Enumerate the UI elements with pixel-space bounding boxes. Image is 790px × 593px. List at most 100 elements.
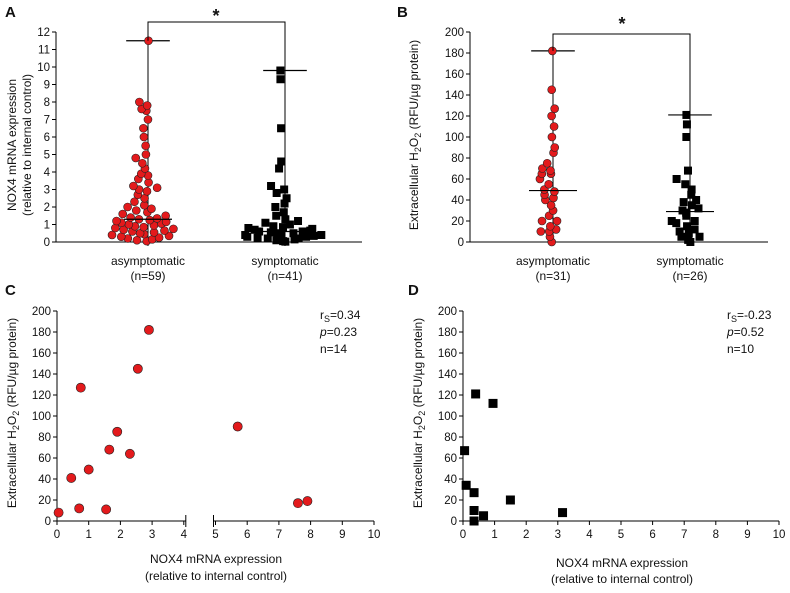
panel-b-y-tick-label: 40: [451, 195, 464, 207]
panel-a-data-point: [278, 223, 287, 232]
panel-c-x-tick-label: 2: [117, 529, 123, 541]
panel-d-y-tick-label: 60: [444, 453, 457, 465]
panel-c-xlabel-1: NOX4 mRNA expression: [150, 552, 282, 566]
panel-b-data-point: [547, 132, 557, 142]
panel-a-data-point: [143, 115, 153, 124]
panel-c-x-tick-label: 5: [212, 529, 218, 541]
panel-c-data-point: [293, 498, 303, 509]
panel-a-data-point: [147, 204, 156, 214]
panel-b-ylabel: Extracellular H2O2 (RFU/µg protein): [407, 40, 423, 230]
panel-a-data-point: [118, 209, 128, 219]
panel-a-data-point: [131, 153, 141, 163]
panel-c-stat-n: n=14: [320, 342, 347, 356]
panel-a-data-point: [152, 214, 162, 223]
panel-c-y-tick-label: 0: [45, 516, 51, 528]
panel-a-data-point: [272, 211, 281, 220]
panel-b-data-point: [681, 180, 690, 189]
panel-c-data-point: [75, 382, 86, 393]
panel-c-x-tick-label: 10: [368, 529, 381, 541]
panel-a-group-n-2: (n=41): [267, 269, 302, 283]
panel-b-data-point: [548, 46, 557, 56]
panel-b-data-point: [679, 198, 688, 207]
panel-label-a: A: [5, 4, 16, 21]
panel-b-data-point: [552, 216, 562, 226]
panel-d-x-tick-label: 10: [773, 529, 786, 541]
panel-b-data-point: [690, 225, 699, 234]
panel-b-data-point: [547, 111, 556, 121]
panel-b-data-point: [683, 166, 692, 175]
panel-b-data-point: [684, 235, 693, 244]
panel-a-data-point: [267, 182, 276, 190]
panel-d-xlabel-2: (relative to internal control): [551, 572, 693, 586]
panel-c-data-point: [101, 504, 112, 515]
panel-c-y-tick-label: 100: [32, 411, 51, 423]
panel-a-data-point: [126, 213, 135, 222]
panel-c-data-point: [144, 324, 154, 335]
panel-a-data-point: [275, 164, 284, 173]
panel-b-y-tick-label: 180: [445, 48, 464, 60]
panel-a-y-tick-label: 3: [44, 185, 50, 197]
panel-d-x-tick-label: 8: [713, 529, 719, 541]
panel-b-data-point: [547, 85, 557, 95]
panel-a-data-point: [131, 206, 141, 215]
panel-c-data-point: [232, 421, 243, 432]
panel-b-data-point: [537, 216, 547, 226]
panel-b-y-tick-label: 120: [445, 111, 464, 123]
panel-d-x-tick-label: 0: [460, 529, 466, 541]
panel-b-data-point: [687, 190, 696, 199]
panel-a-y-tick-label: 9: [44, 80, 50, 92]
panel-b-y-tick-label: 140: [445, 90, 464, 102]
panel-d-data-point: [461, 480, 471, 490]
panel-a-data-point: [309, 231, 318, 240]
panel-c-x-tick-label: 9: [339, 529, 345, 541]
panel-d-xlabel-1: NOX4 mRNA expression: [556, 556, 688, 570]
panel-a-y-tick-label: 4: [44, 167, 51, 179]
panel-b-data-point: [550, 143, 560, 152]
panel-d-data-point: [558, 508, 568, 518]
panel-a-data-point: [279, 237, 288, 246]
panel-c-x-tick-label: 4: [181, 529, 188, 541]
panel-c-y-tick-label: 20: [38, 495, 51, 507]
panel-a-data-point: [129, 181, 138, 191]
panel-a-data-point: [279, 208, 288, 217]
panel-b-data-point: [550, 187, 559, 196]
panel-b-data-point: [549, 122, 559, 131]
panel-a-data-point: [317, 231, 326, 239]
panel-a-data-point: [141, 150, 151, 159]
panel-a-significance-bracket: [147, 21, 286, 71]
panel-a-data-point: [290, 235, 299, 244]
panel-c-ylabel: Extracellular H2O2 (RFU/µg protein): [5, 318, 21, 508]
panel-b-y-tick-label: 80: [451, 153, 464, 165]
panel-c-y-tick-label: 40: [38, 474, 51, 486]
panel-c-y-tick-label: 140: [32, 369, 51, 381]
panel-b-y-tick-label: 160: [445, 69, 464, 81]
panel-c-data-point: [83, 464, 94, 475]
panel-d-y-tick-label: 100: [438, 411, 457, 423]
panel-a-data-point: [272, 236, 281, 245]
panel-d-y-tick-label: 120: [438, 390, 457, 402]
panel-c-data-point: [66, 473, 77, 483]
panel-b-group-n-2: (n=26): [672, 269, 707, 283]
panel-b-data-point: [667, 217, 676, 225]
panel-d-x-tick-label: 5: [618, 529, 624, 541]
panel-a-data-point: [280, 199, 289, 208]
panel-a-data-point: [154, 233, 164, 242]
panel-a-data-point: [135, 97, 144, 107]
panel-b-data-point: [683, 222, 692, 231]
panel-d-stat-n: n=10: [727, 342, 754, 356]
panel-b-data-point: [675, 227, 684, 236]
panel-c-data-point: [112, 426, 123, 437]
panel-a-data-point: [161, 211, 170, 221]
panel-b: B Extracellular H2O2 (RFU/µg protein) as…: [397, 4, 768, 283]
panel-c-stat-p: p=0.23: [319, 325, 357, 339]
panel-a-data-point: [276, 66, 285, 75]
panel-b-y-tick-label: 60: [451, 174, 464, 186]
panel-b-data-point: [682, 133, 691, 141]
panel-b-data-point: [692, 196, 701, 204]
panel-a-y-tick-label: 12: [37, 27, 50, 39]
panel-c: C Extracellular H2O2 (RFU/µg protein) NO…: [5, 282, 380, 583]
panel-a-y-tick-label: 0: [44, 237, 50, 249]
panel-a-data-point: [241, 231, 250, 239]
panel-a-data-point: [255, 227, 264, 236]
panel-d-x-tick-label: 9: [744, 529, 750, 541]
